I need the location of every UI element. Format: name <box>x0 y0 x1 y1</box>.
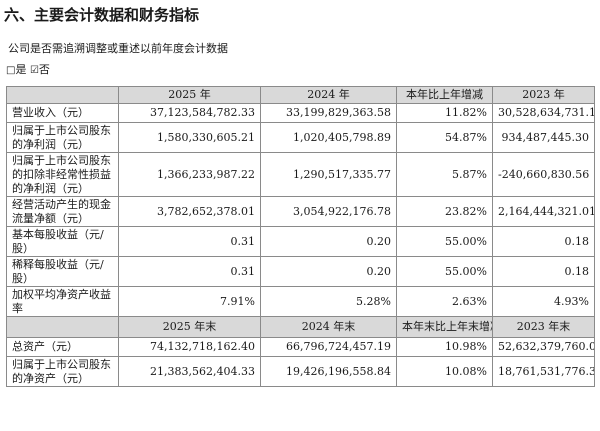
table-cell: 1,366,233,987.22 <box>118 152 261 197</box>
no-label: 否 <box>38 63 50 76</box>
header-cell: 2023 年末 <box>492 316 595 338</box>
table-cell: 5.87% <box>396 152 493 197</box>
table-cell: 4.93% <box>492 286 595 317</box>
table-cell: 55.00% <box>396 226 493 257</box>
table-cell: -240,660,830.56 <box>492 152 595 197</box>
table-cell: 2.63% <box>396 286 493 317</box>
financial-data-table: 2025 年 2024 年 本年比上年增减 2023 年 营业收入（元） 37,… <box>6 86 595 387</box>
table-row: 归属于上市公司股东的净利润（元） 1,580,330,605.21 1,020,… <box>6 122 595 153</box>
table-cell: 33,199,829,363.58 <box>260 103 397 123</box>
no-checkbox-checked[interactable]: ☑ <box>29 65 39 76</box>
table-row: 归属于上市公司股东的扣除非经常性损益的净利润（元） 1,366,233,987.… <box>6 152 595 197</box>
row-label: 营业收入（元） <box>6 103 119 123</box>
table-cell: 0.18 <box>492 226 595 257</box>
table-cell: 3,782,652,378.01 <box>118 196 261 227</box>
restatement-answer: □是 ☑否 <box>6 61 50 77</box>
table-cell: 30,528,634,731.12 <box>492 103 595 123</box>
table-cell: 19,426,196,558.84 <box>260 356 397 387</box>
header-cell <box>6 86 119 104</box>
table-cell: 1,290,517,335.77 <box>260 152 397 197</box>
table-header-row: 2025 年末 2024 年末 本年末比上年末增减 2023 年末 <box>6 316 595 338</box>
table-cell: 55.00% <box>396 256 493 287</box>
table-cell: 0.18 <box>492 256 595 287</box>
row-label: 基本每股收益（元/股） <box>6 226 119 257</box>
table-cell: 66,796,724,457.19 <box>260 337 397 357</box>
yes-label: 是 <box>15 63 27 76</box>
row-label: 归属于上市公司股东的扣除非经常性损益的净利润（元） <box>6 152 119 197</box>
header-cell: 2023 年 <box>492 86 595 104</box>
table-cell: 1,580,330,605.21 <box>118 122 261 153</box>
table-cell: 0.31 <box>118 256 261 287</box>
table-cell: 934,487,445.30 <box>492 122 595 153</box>
table-row: 总资产（元） 74,132,718,162.40 66,796,724,457.… <box>6 337 595 357</box>
table-cell: 11.82% <box>396 103 493 123</box>
table-cell: 2,164,444,321.01 <box>492 196 595 227</box>
header-cell: 2024 年末 <box>260 316 397 338</box>
row-label: 归属于上市公司股东的净资产（元） <box>6 356 119 387</box>
header-cell: 本年比上年增减 <box>396 86 493 104</box>
table-row: 营业收入（元） 37,123,584,782.33 33,199,829,363… <box>6 103 595 123</box>
header-cell: 2024 年 <box>260 86 397 104</box>
table-cell: 1,020,405,798.89 <box>260 122 397 153</box>
table-cell: 18,761,531,776.32 <box>492 356 595 387</box>
row-label: 归属于上市公司股东的净利润（元） <box>6 122 119 153</box>
table-cell: 10.08% <box>396 356 493 387</box>
table-cell: 0.31 <box>118 226 261 257</box>
row-label: 总资产（元） <box>6 337 119 357</box>
table-row: 加权平均净资产收益率 7.91% 5.28% 2.63% 4.93% <box>6 286 595 317</box>
table-row: 稀释每股收益（元/股） 0.31 0.20 55.00% 0.18 <box>6 256 595 287</box>
table-row: 经营活动产生的现金流量净额（元） 3,782,652,378.01 3,054,… <box>6 196 595 227</box>
table-cell: 5.28% <box>260 286 397 317</box>
header-cell <box>6 316 119 338</box>
yes-checkbox[interactable]: □ <box>6 65 16 76</box>
header-cell: 2025 年末 <box>118 316 261 338</box>
row-label: 经营活动产生的现金流量净额（元） <box>6 196 119 227</box>
table-cell: 0.20 <box>260 256 397 287</box>
table-cell: 37,123,584,782.33 <box>118 103 261 123</box>
table-header-row: 2025 年 2024 年 本年比上年增减 2023 年 <box>6 86 595 104</box>
header-cell: 2025 年 <box>118 86 261 104</box>
table-cell: 23.82% <box>396 196 493 227</box>
table-cell: 3,054,922,176.78 <box>260 196 397 227</box>
table-cell: 7.91% <box>118 286 261 317</box>
table-cell: 74,132,718,162.40 <box>118 337 261 357</box>
table-cell: 54.87% <box>396 122 493 153</box>
header-cell: 本年末比上年末增减 <box>396 316 493 338</box>
table-cell: 10.98% <box>396 337 493 357</box>
table-cell: 21,383,562,404.33 <box>118 356 261 387</box>
table-cell: 0.20 <box>260 226 397 257</box>
table-cell: 52,632,379,760.02 <box>492 337 595 357</box>
restatement-question: 公司是否需追溯调整或重述以前年度会计数据 <box>8 42 228 55</box>
row-label: 稀释每股收益（元/股） <box>6 256 119 287</box>
table-row: 归属于上市公司股东的净资产（元） 21,383,562,404.33 19,42… <box>6 356 595 387</box>
section-heading: 六、主要会计数据和财务指标 <box>4 6 200 24</box>
table-row: 基本每股收益（元/股） 0.31 0.20 55.00% 0.18 <box>6 226 595 257</box>
row-label: 加权平均净资产收益率 <box>6 286 119 317</box>
